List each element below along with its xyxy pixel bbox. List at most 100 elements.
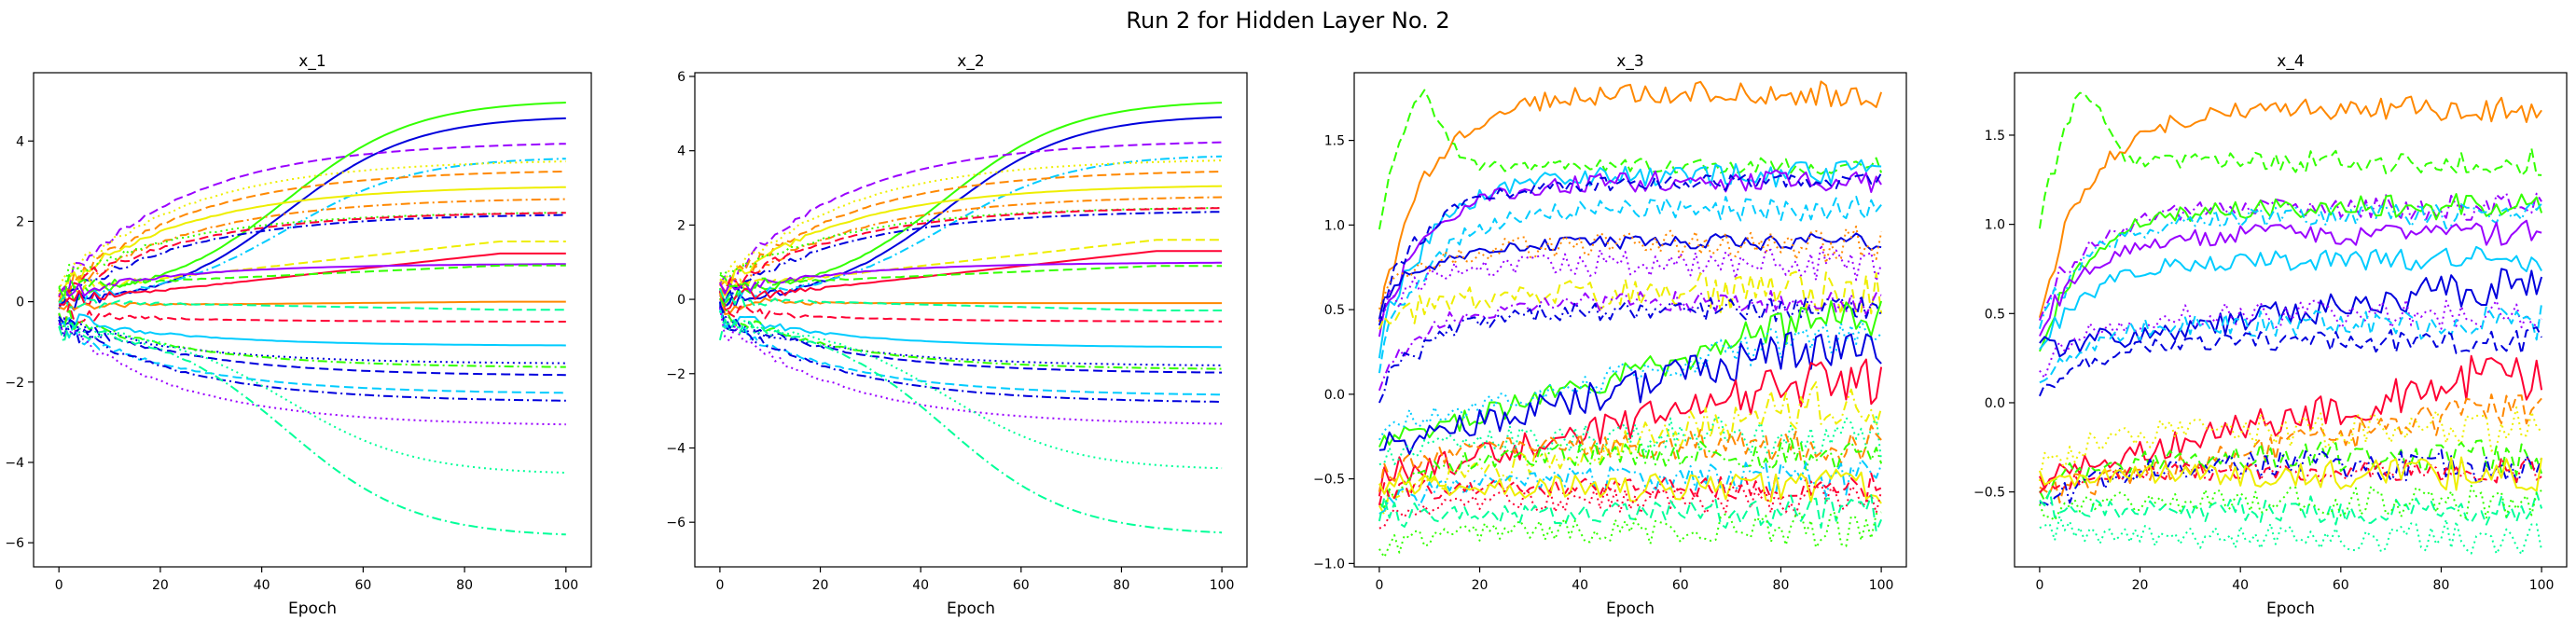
y-tick-label: −6 bbox=[5, 536, 24, 551]
series-line-15 bbox=[1378, 331, 1882, 456]
y-tick-label: −1.0 bbox=[1313, 557, 1345, 572]
series-group bbox=[1378, 80, 1883, 558]
series-line-6 bbox=[719, 171, 1223, 287]
series-line-10 bbox=[58, 214, 566, 307]
series-line-8 bbox=[1378, 225, 1883, 310]
x-axis-label: Epoch bbox=[947, 599, 995, 618]
y-tick-label: 1.5 bbox=[1985, 129, 2005, 144]
series-line-27 bbox=[718, 318, 1223, 534]
series-line-11 bbox=[719, 207, 1223, 293]
series-line-6 bbox=[1378, 195, 1882, 374]
series-line-4 bbox=[1378, 169, 1882, 338]
y-tick-label: 1.0 bbox=[1985, 218, 2005, 233]
y-tick-label: 4 bbox=[677, 145, 686, 159]
y-tick-label: 0.0 bbox=[1985, 396, 2005, 411]
y-tick-label: −4 bbox=[666, 441, 686, 456]
subplot-title: x_4 bbox=[2277, 52, 2304, 71]
y-tick-label: −2 bbox=[5, 376, 24, 391]
series-line-2 bbox=[2038, 91, 2542, 229]
axes-frame bbox=[33, 72, 592, 568]
series-line-22 bbox=[718, 301, 1223, 374]
series-line-8 bbox=[58, 198, 566, 303]
subplot-4: 0 20 40 60 80 100 −0.5 0.0 0.5 1.0 1.5 x_4 Epoch bbox=[1974, 52, 2568, 618]
series-line-4 bbox=[2038, 193, 2543, 352]
y-tick-label: 0.5 bbox=[1985, 307, 2005, 322]
series-line-11 bbox=[2038, 326, 2542, 397]
y-tick-label: 2 bbox=[16, 214, 24, 229]
y-tick-label: 0 bbox=[16, 296, 24, 310]
x-tick-label: 60 bbox=[1672, 578, 1689, 593]
y-tick-label: 0.5 bbox=[1324, 303, 1345, 318]
series-line-19 bbox=[58, 313, 566, 347]
series-line-13 bbox=[718, 250, 1223, 311]
series-line-6 bbox=[58, 170, 566, 303]
series-line-24 bbox=[58, 318, 566, 402]
x-tick-label: 40 bbox=[2232, 578, 2249, 593]
series-line-5 bbox=[719, 159, 1223, 283]
series-line-21 bbox=[1378, 459, 1883, 515]
x-tick-label: 80 bbox=[2433, 578, 2450, 593]
axes-frame bbox=[2014, 72, 2568, 568]
series-line-1 bbox=[1378, 80, 1883, 323]
series-line-12 bbox=[1378, 294, 1882, 404]
x-tick-label: 100 bbox=[1210, 578, 1235, 593]
series-line-12 bbox=[58, 241, 566, 303]
y-tick-label: −0.5 bbox=[1313, 473, 1345, 488]
series-line-20 bbox=[58, 317, 566, 365]
y-tick-label: −4 bbox=[5, 456, 24, 471]
x-tick-label: 20 bbox=[1472, 578, 1489, 593]
x-tick-label: 60 bbox=[1013, 578, 1030, 593]
series-line-14 bbox=[58, 263, 566, 297]
x-tick-label: 100 bbox=[2529, 578, 2555, 593]
series-line-5 bbox=[2038, 201, 2542, 329]
series-line-10 bbox=[1378, 270, 1883, 330]
y-tick-label: 1.0 bbox=[1324, 218, 1345, 233]
series-line-2 bbox=[58, 117, 566, 311]
series-line-11 bbox=[1378, 290, 1882, 392]
series-line-27 bbox=[58, 321, 566, 536]
x-tick-label: 40 bbox=[912, 578, 929, 593]
x-tick-label: 40 bbox=[1572, 578, 1588, 593]
y-tick-label: 1.5 bbox=[1324, 134, 1345, 149]
series-line-13 bbox=[1378, 300, 1883, 448]
series-line-20 bbox=[1378, 435, 1883, 509]
series-line-16 bbox=[1378, 358, 1883, 497]
series-line-24 bbox=[718, 304, 1223, 403]
x-tick-label: 80 bbox=[1114, 578, 1130, 593]
series-line-11 bbox=[58, 212, 566, 298]
x-tick-label: 0 bbox=[715, 578, 724, 593]
series-line-18 bbox=[719, 298, 1223, 323]
x-tick-label: 100 bbox=[1869, 578, 1894, 593]
series-line-15 bbox=[58, 264, 566, 299]
series-line-3 bbox=[1378, 158, 1882, 359]
y-tick-label: 4 bbox=[16, 134, 24, 149]
series-line-23 bbox=[718, 308, 1223, 396]
series-line-22 bbox=[58, 315, 566, 377]
series-line-26 bbox=[718, 310, 1223, 470]
series-line-16 bbox=[58, 300, 566, 310]
axes-frame bbox=[694, 72, 1248, 568]
series-line-15 bbox=[2039, 439, 2543, 503]
series-line-17 bbox=[718, 288, 1223, 311]
subplot-1: 0 20 40 60 80 100 −6 −4 −2 0 2 4 x_1 Epoch bbox=[5, 52, 592, 618]
series-line-18 bbox=[58, 303, 566, 328]
y-tick-label: −0.5 bbox=[1974, 486, 2005, 501]
x-tick-label: 20 bbox=[152, 578, 169, 593]
x-tick-label: 20 bbox=[812, 578, 829, 593]
series-line-12 bbox=[719, 239, 1223, 292]
series-line-3 bbox=[2038, 192, 2542, 321]
y-tick-label: 0.0 bbox=[1324, 388, 1345, 403]
series-line-10 bbox=[2039, 303, 2543, 384]
series-line-15 bbox=[719, 265, 1223, 289]
series-line-16 bbox=[718, 292, 1223, 316]
series-line-26 bbox=[58, 324, 566, 474]
x-tick-label: 80 bbox=[1773, 578, 1790, 593]
series-line-3 bbox=[59, 143, 566, 297]
subplot-2: 0 20 40 60 80 100 −6 −4 −2 0 2 4 6 x_2 Epoch bbox=[666, 52, 1248, 618]
series-group bbox=[718, 102, 1223, 534]
series-group bbox=[58, 102, 566, 536]
y-tick-label: −6 bbox=[666, 516, 686, 530]
y-tick-label: 2 bbox=[677, 218, 686, 233]
series-line-21 bbox=[2038, 485, 2542, 522]
